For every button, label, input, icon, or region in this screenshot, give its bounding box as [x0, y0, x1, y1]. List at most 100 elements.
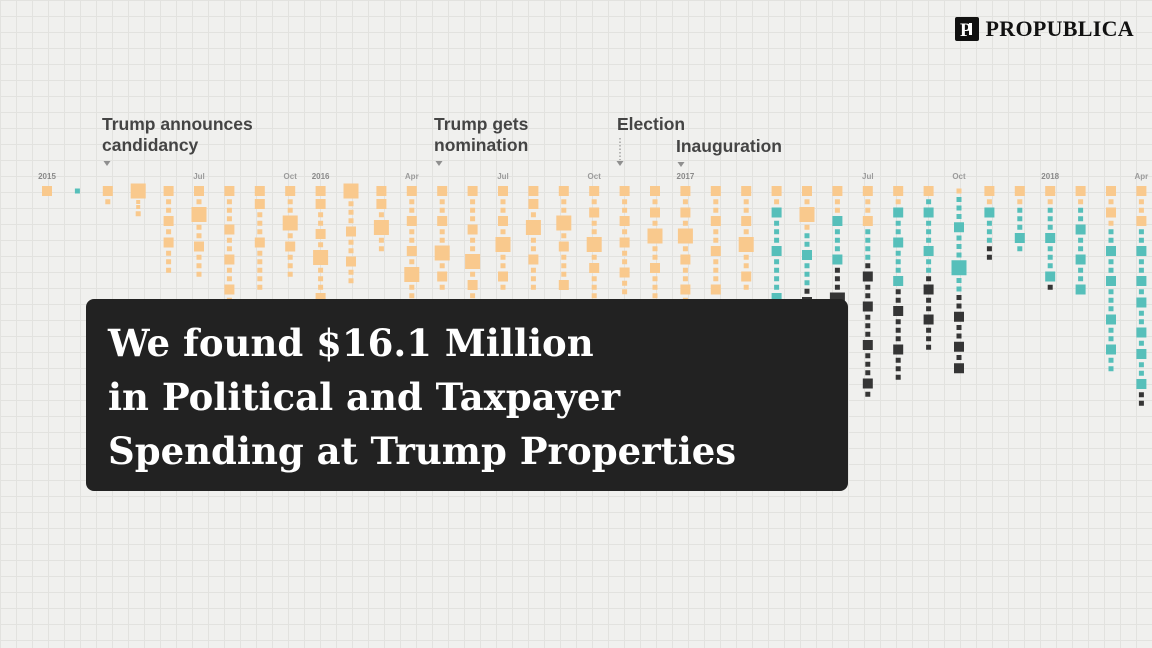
spending-mark [743, 263, 749, 269]
spending-mark [1108, 336, 1114, 342]
spending-mark [224, 186, 235, 196]
spending-mark [895, 267, 901, 273]
spending-mark [166, 207, 172, 213]
spending-mark [163, 186, 174, 196]
spending-mark [282, 215, 298, 231]
spending-mark [619, 267, 630, 278]
spending-mark [865, 293, 871, 299]
spending-mark [774, 237, 780, 243]
spending-mark [1138, 340, 1144, 346]
spending-mark [1078, 199, 1084, 205]
spending-mark [895, 366, 901, 372]
spending-mark [926, 220, 932, 226]
spending-mark [1047, 199, 1053, 205]
annotation-label: Election [617, 114, 685, 134]
spending-mark [1108, 237, 1114, 243]
spending-mark [500, 263, 506, 269]
spending-mark [136, 200, 141, 204]
spending-mark [437, 271, 448, 282]
spending-mark [771, 246, 782, 256]
spending-mark [343, 183, 359, 199]
spending-mark [774, 259, 780, 265]
spending-mark [1014, 233, 1025, 243]
spending-mark [865, 361, 871, 367]
x-tick-label: Oct [284, 172, 298, 181]
spending-mark [1078, 237, 1084, 243]
spending-mark [954, 363, 964, 374]
spending-mark [647, 228, 663, 244]
spending-mark [105, 199, 111, 205]
spending-mark [804, 280, 810, 286]
spending-mark [1047, 224, 1053, 230]
spending-mark [926, 297, 932, 303]
spending-mark [682, 246, 688, 252]
spending-mark [834, 276, 840, 282]
spending-mark [986, 199, 992, 205]
spending-mark [530, 267, 536, 273]
spending-mark [741, 271, 752, 282]
spending-mark [680, 186, 691, 196]
spending-mark [956, 303, 962, 309]
spending-mark [923, 314, 934, 325]
spending-mark [713, 267, 719, 273]
spending-mark [1136, 327, 1147, 338]
spending-mark [895, 327, 901, 333]
spending-mark [774, 220, 780, 226]
spending-mark [561, 254, 567, 260]
spending-mark [895, 357, 901, 363]
spending-mark [834, 284, 840, 290]
spending-mark [1138, 259, 1144, 265]
spending-mark [680, 207, 691, 218]
spending-mark [622, 289, 628, 295]
spending-mark [713, 207, 719, 213]
spending-mark [956, 244, 962, 249]
spending-mark [713, 259, 719, 265]
spending-mark [1108, 267, 1114, 273]
spending-mark [1047, 207, 1053, 213]
spending-mark [498, 216, 508, 226]
spending-mark [591, 254, 597, 260]
spending-mark [895, 250, 901, 256]
spending-mark [1106, 246, 1116, 256]
spending-mark [984, 207, 995, 218]
spending-mark [652, 254, 658, 260]
spending-mark [865, 199, 871, 205]
spending-mark [166, 250, 172, 256]
spending-mark [865, 284, 871, 290]
spending-mark [1108, 229, 1114, 235]
spending-mark [313, 250, 329, 265]
x-tick-label: Jul [497, 172, 509, 181]
spending-mark [652, 246, 658, 252]
spending-mark [1108, 357, 1114, 363]
spending-mark [591, 199, 597, 205]
spending-mark [439, 284, 445, 290]
spending-mark [682, 267, 688, 273]
spending-mark [832, 216, 843, 226]
spending-mark [287, 207, 293, 213]
spending-mark [191, 207, 207, 222]
spending-mark [926, 237, 932, 243]
spending-mark [439, 263, 445, 269]
spending-mark [346, 226, 356, 237]
spending-mark [862, 216, 873, 226]
spending-mark [986, 237, 992, 243]
spending-mark [956, 333, 962, 339]
spending-mark [738, 237, 754, 252]
spending-mark [1138, 267, 1144, 273]
spending-mark [558, 280, 569, 290]
spending-mark [1138, 289, 1144, 295]
spending-mark [862, 271, 873, 282]
spending-mark [1138, 392, 1144, 398]
spending-mark [558, 241, 569, 252]
spending-mark [650, 263, 660, 273]
spending-mark [166, 199, 172, 205]
spending-mark [834, 229, 840, 235]
spending-mark [713, 229, 719, 235]
spending-mark [591, 284, 597, 290]
spending-mark [895, 319, 901, 325]
spending-mark [956, 286, 962, 292]
spending-mark [409, 284, 415, 290]
spending-mark [834, 246, 840, 252]
spending-mark [802, 250, 812, 260]
x-tick-label: Apr [405, 172, 419, 181]
